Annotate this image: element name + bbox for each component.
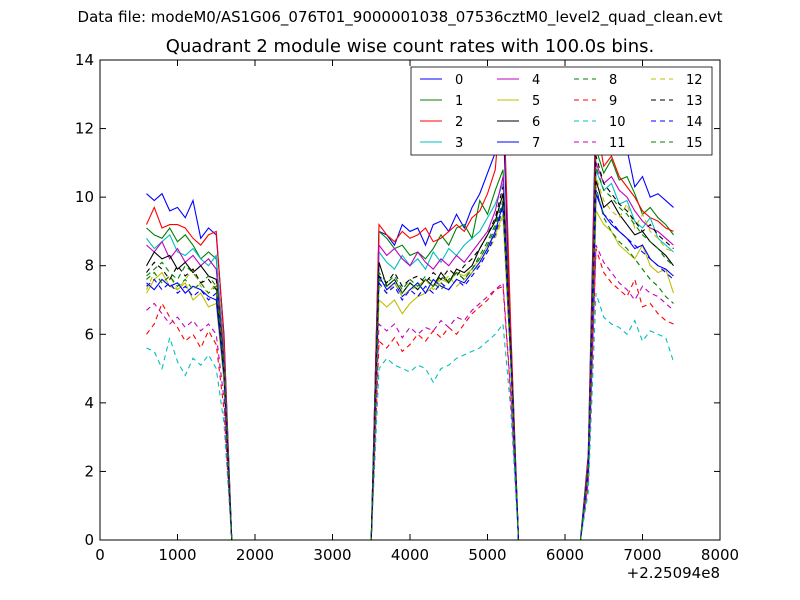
legend-label-12: 12 <box>686 73 703 88</box>
x-tick-label: 0 <box>95 546 105 564</box>
legend-label-8: 8 <box>609 73 617 88</box>
legend-label-7: 7 <box>532 136 540 151</box>
x-tick-label: 7000 <box>623 546 661 564</box>
x-tick-label: 6000 <box>546 546 584 564</box>
x-tick-label: 8000 <box>701 546 739 564</box>
y-tick-label: 8 <box>84 257 94 275</box>
y-tick-label: 6 <box>84 325 94 343</box>
legend-label-9: 9 <box>609 94 617 109</box>
y-tick-label: 4 <box>84 394 94 412</box>
legend-box <box>410 66 713 156</box>
legend-label-14: 14 <box>686 115 703 130</box>
legend-label-0: 0 <box>455 73 463 88</box>
y-tick-label: 2 <box>84 462 94 480</box>
x-tick-label: 5000 <box>468 546 506 564</box>
legend-label-11: 11 <box>609 136 626 151</box>
figure-suptitle: Data file: modeM0/AS1G06_076T01_90000010… <box>77 8 723 26</box>
legend-label-2: 2 <box>455 115 463 130</box>
y-tick-label: 12 <box>75 120 94 138</box>
chart-title: Quadrant 2 module wise count rates with … <box>165 36 655 57</box>
x-tick-label: 3000 <box>313 546 351 564</box>
legend-label-1: 1 <box>455 94 463 109</box>
x-tick-label: 2000 <box>236 546 274 564</box>
legend-label-15: 15 <box>686 136 703 151</box>
y-tick-label: 14 <box>75 51 94 69</box>
series-10-line <box>146 292 675 541</box>
legend-label-3: 3 <box>455 136 463 151</box>
y-tick-label: 0 <box>84 531 94 549</box>
legend-label-5: 5 <box>532 94 540 109</box>
x-tick-label: 4000 <box>391 546 429 564</box>
series-15-line <box>146 166 674 541</box>
ticks-layer: 0 1000 2000 3000 4000 5000 6000 7000 80000246810… <box>75 51 739 564</box>
y-tick-label: 10 <box>75 188 94 206</box>
series-9-line <box>146 248 674 541</box>
legend-label-13: 13 <box>686 94 703 109</box>
x-tick-label: 1000 <box>158 546 196 564</box>
legend-label-4: 4 <box>532 73 540 88</box>
x-offset-label: +2.25094e8 <box>627 564 720 582</box>
legend-label-10: 10 <box>609 115 626 130</box>
legend-label-6: 6 <box>532 115 540 130</box>
